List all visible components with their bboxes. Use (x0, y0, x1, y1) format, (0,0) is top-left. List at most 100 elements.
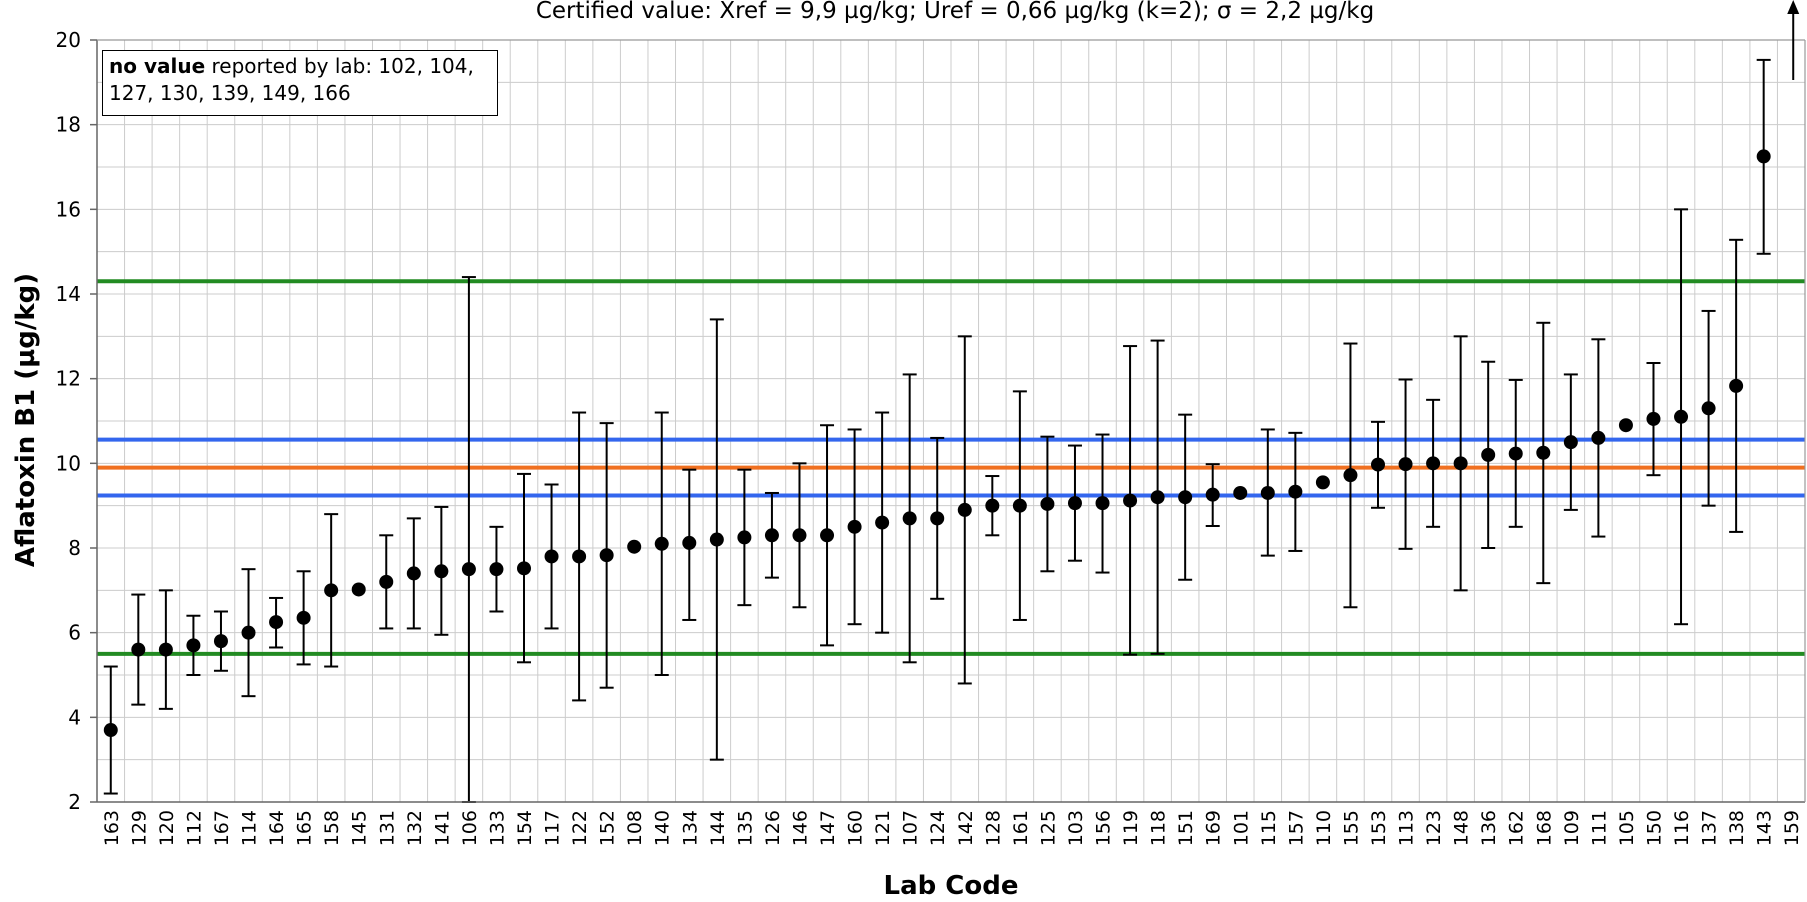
data-point (103, 723, 118, 738)
data-point (1563, 435, 1578, 450)
data-point (1150, 490, 1165, 505)
x-tick-label: 128 (982, 810, 1004, 846)
data-point (1481, 447, 1496, 462)
error-bars (103, 58, 1771, 803)
data-point (820, 528, 835, 543)
x-tick-label: 133 (486, 810, 508, 846)
data-point (1040, 496, 1055, 511)
x-tick-label: 118 (1148, 810, 1170, 846)
x-tick-label: 115 (1258, 810, 1280, 846)
x-tick-label: 111 (1588, 810, 1610, 846)
x-tick-label: 116 (1671, 810, 1693, 846)
data-point (1178, 490, 1193, 505)
x-tick-label: 157 (1285, 810, 1307, 846)
data-point (682, 535, 697, 550)
x-tick-label: 155 (1340, 810, 1362, 846)
x-tick-label: 122 (569, 810, 591, 846)
x-tick-label: 121 (872, 810, 894, 846)
x-tick-label: 114 (239, 810, 261, 846)
data-point (599, 548, 614, 563)
data-point (1233, 485, 1248, 500)
x-tick-label: 120 (156, 810, 178, 846)
data-point (1591, 430, 1606, 445)
x-tick-label: 154 (514, 810, 536, 846)
data-point (241, 625, 256, 640)
y-tick-label: 2 (68, 790, 81, 814)
x-tick-label: 141 (431, 810, 453, 846)
data-point (1343, 468, 1358, 483)
data-point (930, 511, 945, 526)
x-tick-label: 136 (1478, 810, 1500, 846)
x-tick-label: 131 (376, 810, 398, 846)
x-tick-label: 126 (762, 810, 784, 846)
data-point (764, 528, 779, 543)
data-point (985, 498, 1000, 513)
reference-lines (97, 279, 1805, 656)
data-point (957, 502, 972, 517)
data-point (1701, 401, 1716, 416)
x-tick-label: 103 (1065, 810, 1087, 846)
x-tick-label: 132 (404, 810, 426, 846)
x-tick-label: 101 (1230, 810, 1252, 846)
x-tick-label: 152 (597, 810, 619, 846)
x-tick-label: 108 (624, 810, 646, 846)
x-tick-labels: 163 129 120 112 167 114 164 165 158 145 131 132 141 1… (101, 810, 1803, 846)
x-tick-label: 134 (679, 810, 701, 846)
data-point (1067, 496, 1082, 511)
off-scale-arrow-head (1787, 0, 1800, 14)
x-tick-label: 124 (927, 810, 949, 846)
y-axis-title: Aflatoxin B1 (µg/kg) (11, 273, 41, 567)
data-points (103, 149, 1771, 738)
axes (96, 39, 1806, 803)
x-tick-label: 164 (266, 810, 288, 846)
x-tick-label: 138 (1726, 810, 1748, 846)
x-tick-label: 146 (789, 810, 811, 846)
y-tick-label: 10 (56, 451, 81, 475)
y-tick-labels: 2 4 6 8 10 12 14 16 18 20 (56, 28, 97, 814)
x-tick-label: 110 (1313, 810, 1335, 846)
x-tick-label: 144 (707, 810, 729, 846)
x-tick-label: 112 (183, 810, 205, 846)
data-point (1371, 457, 1385, 472)
data-point (1288, 484, 1303, 499)
data-point (1646, 411, 1661, 426)
data-point (1205, 487, 1220, 502)
off-scale-arrow (1787, 0, 1800, 80)
x-tick-label: 137 (1699, 810, 1721, 846)
x-tick-label: 125 (1037, 810, 1059, 846)
no-value-note: no value reported by lab: 102, 104, 127, … (102, 50, 498, 116)
data-point (902, 511, 917, 526)
x-tick-label: 167 (211, 810, 233, 846)
y-tick-label: 16 (56, 197, 81, 221)
data-point (1315, 475, 1330, 490)
data-point (1095, 496, 1110, 511)
data-point (1618, 418, 1633, 433)
x-axis-title: Lab Code (884, 871, 1019, 901)
data-point (1536, 445, 1551, 460)
x-tick-label: 153 (1368, 810, 1390, 846)
data-point (296, 610, 311, 625)
x-tick-label: 163 (101, 810, 123, 846)
data-point (709, 532, 724, 547)
x-tick-label: 169 (1203, 810, 1225, 846)
data-point (792, 528, 807, 543)
data-point (544, 549, 559, 564)
y-tick-label: 12 (56, 367, 81, 391)
data-point (489, 562, 504, 577)
x-tick-label: 148 (1451, 810, 1473, 846)
data-point (269, 615, 284, 630)
x-tick-label: 140 (652, 810, 674, 846)
data-point (654, 536, 669, 551)
data-point (406, 566, 421, 581)
x-tick-label: 143 (1754, 810, 1776, 846)
x-tick-label: 147 (817, 810, 839, 846)
data-point (213, 634, 228, 649)
x-tick-label: 109 (1561, 810, 1583, 846)
y-tick-label: 14 (56, 282, 81, 306)
data-point (737, 530, 752, 545)
x-tick-label: 168 (1533, 810, 1555, 846)
data-point (351, 582, 366, 597)
data-point (1426, 456, 1441, 471)
data-point (1756, 149, 1771, 164)
y-tick-label: 4 (68, 705, 81, 729)
